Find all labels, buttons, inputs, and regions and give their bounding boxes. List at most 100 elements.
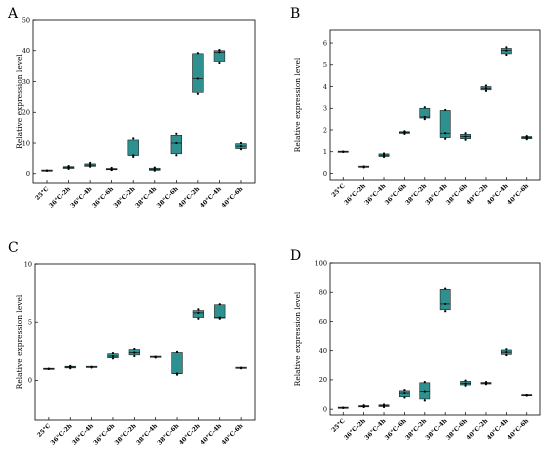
x-tick-label: 36°C-4h [69, 185, 94, 210]
y-tick-label: 5 [323, 61, 327, 69]
y-tick-label: 0 [323, 170, 327, 178]
data-point [196, 52, 199, 55]
data-point [45, 169, 49, 172]
data-point [382, 152, 386, 155]
box-38°C-4h [150, 355, 162, 359]
box-38°C-4h [149, 166, 161, 172]
data-point [239, 144, 243, 148]
box-25°C [43, 367, 55, 370]
y-tick-label: 50 [22, 16, 30, 24]
data-point [67, 166, 70, 169]
x-tick-label: 36°C-6h [92, 422, 117, 447]
data-point [464, 138, 467, 141]
box-36°C-6h [105, 166, 118, 172]
data-point [444, 302, 447, 306]
y-tick-label: 40 [22, 47, 30, 55]
box-38°C-4h [439, 287, 451, 313]
panel-a: A 0 10 20 30 40 50 Relative expression level 25°… [7, 6, 256, 210]
data-point [197, 317, 200, 320]
data-point [423, 118, 426, 121]
y-tick-label: 2 [323, 126, 327, 134]
plot-frame [329, 262, 541, 416]
box-40°C-6h [235, 141, 247, 151]
box-40°C-4h [213, 49, 226, 65]
y-tick-label: 0 [323, 405, 327, 413]
data-point [525, 136, 528, 139]
x-tick-label: 38°C-4h [134, 185, 159, 210]
box-25°C [337, 406, 349, 409]
x-tick-label: 25°C [34, 185, 51, 202]
x-tick-label: 40°C-6h [506, 417, 531, 442]
panel-letter: C [8, 240, 19, 256]
box-36°C-4h [84, 161, 96, 168]
data-point [197, 308, 200, 311]
box-40°C-4h [214, 303, 226, 320]
y-tick-label: 60 [319, 318, 327, 326]
box-body [171, 352, 183, 374]
y-tick-label: 4 [323, 83, 327, 91]
y-axis-title: Relative expression level [15, 294, 24, 389]
box-body [214, 304, 226, 319]
box-38°C-2h [128, 347, 140, 358]
box-40°C-6h [235, 366, 247, 370]
data-point [154, 355, 157, 358]
data-point [67, 164, 70, 168]
data-point [175, 372, 179, 375]
x-tick-label: 38°C-4h [135, 422, 160, 447]
data-point [239, 148, 243, 151]
data-point [239, 141, 243, 145]
data-point [382, 155, 386, 159]
data-point [133, 354, 136, 358]
data-point [175, 132, 178, 135]
box-body [439, 289, 451, 311]
y-tick-label: 40 [319, 347, 327, 355]
data-point [423, 115, 426, 119]
plot-frame [32, 19, 256, 184]
x-tick-label: 40°C-4h [199, 422, 224, 447]
data-point [444, 137, 447, 140]
x-tick-label: 36°C-4h [71, 422, 96, 447]
data-point [382, 403, 386, 406]
box-36°C-6h [399, 130, 410, 136]
data-point [444, 287, 447, 290]
box-body [170, 135, 183, 155]
data-point [132, 155, 135, 158]
x-tick-label: 38°C-6h [156, 422, 181, 447]
data-point [464, 379, 467, 382]
data-point [175, 154, 178, 157]
data-point [444, 310, 447, 313]
data-point [218, 303, 221, 306]
data-point [423, 399, 426, 402]
plot-frame [34, 263, 256, 421]
data-point [403, 389, 406, 392]
data-point [111, 357, 115, 360]
box-38°C-6h [171, 350, 183, 376]
data-point [47, 367, 50, 370]
x-tick-label: 40°C-2h [177, 185, 202, 210]
box-36°C-2h [64, 364, 76, 370]
x-tick-label: 40°C-4h [199, 185, 224, 210]
x-tick-label: 25°C [330, 417, 347, 434]
box-36°C-6h [399, 389, 410, 399]
box-body [192, 310, 205, 318]
data-point [525, 138, 528, 141]
data-point [484, 381, 488, 384]
box-36°C-2h [358, 404, 370, 409]
y-tick-label: 6 [323, 39, 327, 47]
data-point [403, 391, 406, 395]
box-40°C-2h [192, 308, 205, 320]
box-40°C-2h [192, 52, 204, 95]
data-point [218, 61, 221, 65]
y-tick-label: 20 [319, 376, 327, 384]
x-tick-label: 40°C-6h [506, 182, 531, 207]
data-point [464, 384, 467, 387]
box-38°C-2h [419, 381, 431, 402]
data-point [133, 347, 136, 351]
data-point [525, 134, 528, 138]
data-point [444, 108, 447, 112]
y-tick-label: 1 [323, 148, 327, 156]
data-point [423, 106, 426, 109]
x-tick-label: 40°C-6h [220, 185, 245, 210]
box-38°C-2h [127, 137, 139, 158]
